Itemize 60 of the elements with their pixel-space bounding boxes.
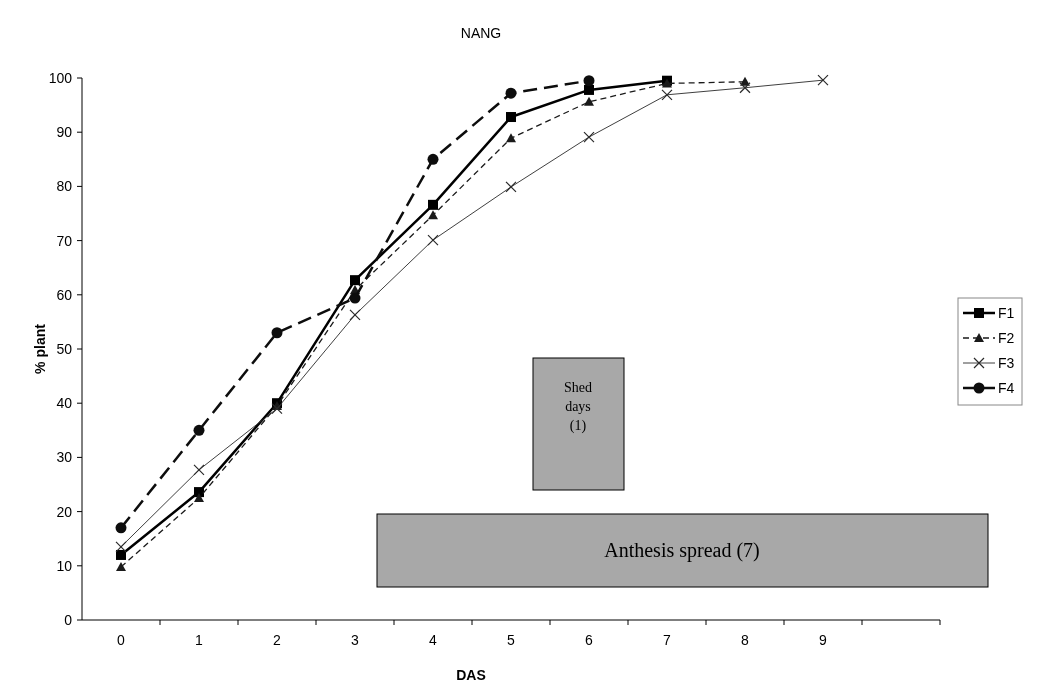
x-axis-title: DAS: [456, 667, 486, 683]
y-tick-label: 40: [56, 395, 73, 412]
point: [427, 153, 439, 165]
point: [271, 327, 283, 339]
point: [116, 549, 126, 560]
point: [115, 522, 127, 534]
x-tick-label: 7: [663, 632, 672, 648]
y-tick-label: 20: [56, 503, 73, 520]
point: [428, 199, 438, 210]
y-tick-label: 90: [56, 124, 73, 141]
y-tick-label: 100: [48, 69, 73, 86]
point: [583, 75, 595, 87]
y-tick-label: 10: [56, 557, 73, 574]
y-axis-title: % plant: [32, 323, 48, 374]
point: [116, 561, 126, 571]
x-tick-label: 6: [585, 632, 594, 648]
point: [427, 234, 439, 246]
x-tick-label: 3: [351, 632, 360, 648]
x-tick-label: 4: [429, 632, 438, 648]
point: [349, 292, 361, 304]
legend-label: F2: [998, 329, 1015, 346]
chart-title: NANG: [460, 25, 502, 41]
x-tick-label: 0: [117, 632, 126, 648]
point: [115, 541, 127, 553]
point: [506, 112, 516, 123]
point: [194, 493, 204, 503]
x-tick-label: 5: [507, 632, 516, 648]
y-tick-label: 30: [56, 449, 73, 466]
x-tick-label: 2: [273, 632, 282, 648]
x-tick-label: 8: [741, 632, 750, 648]
point: [817, 74, 829, 86]
legend-label: F1: [998, 304, 1015, 321]
y-tick-label: 70: [56, 232, 73, 249]
x-tick-label: 1: [195, 632, 204, 648]
point: [505, 181, 517, 193]
point: [584, 84, 594, 95]
point: [739, 82, 751, 94]
y-tick-label: 80: [56, 178, 73, 195]
y-tick-label: 50: [56, 340, 73, 357]
point: [350, 275, 360, 286]
y-tick-label: 60: [56, 286, 73, 303]
annotation: Anthesis spread (7): [604, 539, 760, 562]
point: [583, 131, 595, 143]
point: [661, 89, 673, 101]
text-box: Shed days (1): [532, 357, 625, 491]
legend-label: F4: [998, 379, 1015, 396]
point: [271, 403, 283, 415]
point: [505, 87, 517, 99]
legend-label: F3: [998, 354, 1015, 371]
point: [349, 309, 361, 321]
point: [194, 487, 204, 498]
text-box: Anthesis spread (7): [376, 513, 989, 588]
annotation: Shed days (1): [564, 380, 592, 434]
point: [584, 96, 594, 106]
x-tick-label: 9: [819, 632, 828, 648]
point: [428, 210, 438, 220]
y-tick-label: 0: [64, 611, 73, 628]
point: [193, 464, 205, 476]
point: [193, 424, 205, 436]
point: [506, 133, 516, 143]
